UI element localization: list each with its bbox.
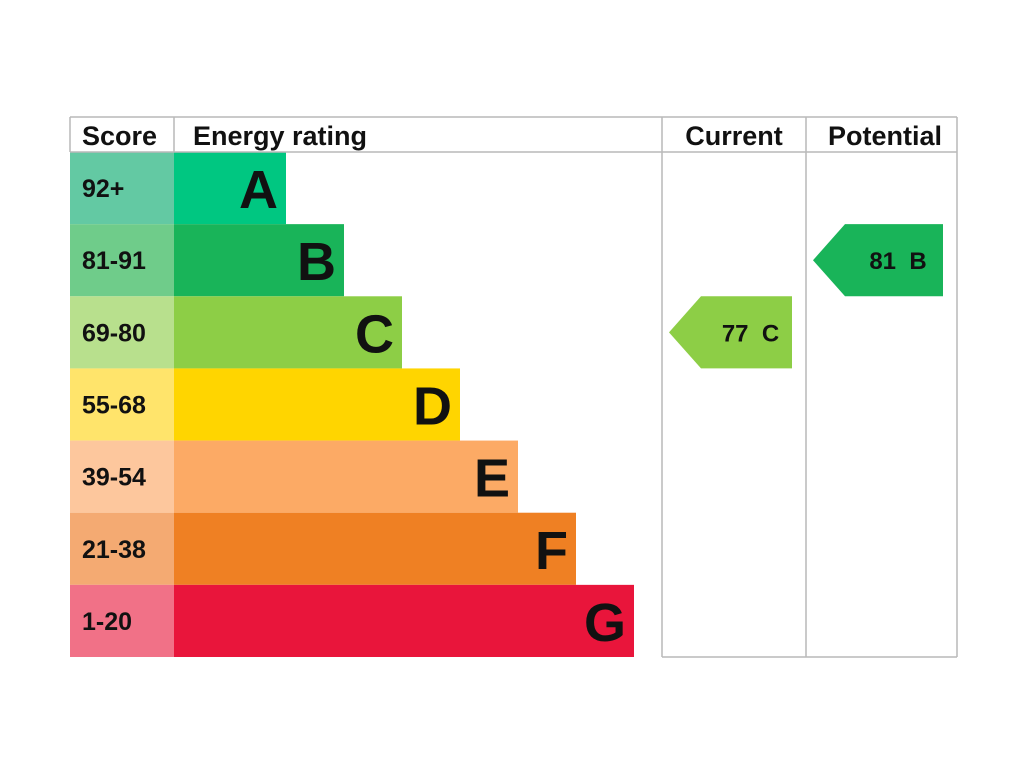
rating-letter-a: A [239,160,278,220]
potential-column-header: Potential [828,121,942,151]
rating-bar-d [174,368,460,441]
rating-bar-a [174,152,286,225]
potential-rating-label: 81 B [869,248,926,275]
current-rating-arrow [669,296,792,369]
rating-bar-f [174,512,576,585]
score-cell-a [70,152,174,225]
current-column-header: Current [685,121,783,151]
rating-bar-e [174,440,518,513]
rating-bar-b [174,224,344,297]
rating-letter-f: F [535,521,568,581]
score-range-g: 1-20 [82,608,132,636]
rating-letter-g: G [584,593,626,653]
score-cell-g [70,584,174,657]
rating-indicators: 77 C 81 B [669,224,943,369]
score-cell-f [70,512,174,585]
energy-rating-column-header: Energy rating [193,121,367,151]
score-cell-e [70,440,174,513]
rating-bands: 92+ A 81-91 B 69-80 C 55-68 D 39-54 E 21-38 F 1-20 G [70,152,634,657]
score-range-b: 81-91 [82,247,146,275]
rating-letter-e: E [474,449,510,509]
potential-rating-arrow [813,224,943,297]
score-range-a: 92+ [82,175,124,203]
score-range-c: 69-80 [82,319,146,347]
score-range-d: 55-68 [82,392,146,420]
current-rating-label: 77 C [722,320,779,347]
score-cell-d [70,368,174,441]
score-range-e: 39-54 [82,464,146,492]
score-cell-c [70,296,174,369]
rating-letter-c: C [355,304,394,364]
rating-letter-b: B [297,232,336,292]
rating-bar-g [174,584,634,657]
score-cell-b [70,224,174,297]
rating-bar-c [174,296,402,369]
score-range-f: 21-38 [82,536,146,564]
rating-letter-d: D [413,377,452,437]
table-grid [69,116,958,658]
score-column-header: Score [82,121,157,151]
